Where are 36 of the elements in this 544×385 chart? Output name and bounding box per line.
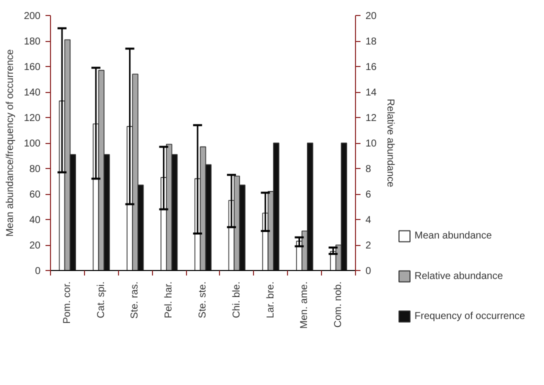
x-tick-label: Men. ame. bbox=[299, 281, 310, 329]
y-axis-title: Mean abundance/frequency of occurrence bbox=[4, 48, 16, 237]
y-tick-label: 20 bbox=[29, 240, 41, 252]
y-tick-label: 40 bbox=[29, 215, 41, 226]
x-tick-label: Com. nob. bbox=[333, 281, 344, 328]
x-tick-label: Cat. spi. bbox=[96, 281, 107, 318]
y2-tick-label: 0 bbox=[366, 266, 372, 277]
x-tick-label: Ste. ste. bbox=[198, 281, 208, 318]
y2-axis-title: Relative abundance bbox=[384, 98, 396, 188]
x-tick-label: Ste. ras. bbox=[130, 281, 141, 319]
y-tick-label: 100 bbox=[24, 138, 41, 150]
y2-tick-label: 4 bbox=[366, 215, 372, 226]
y-tick-label: 80 bbox=[29, 164, 41, 175]
y-tick-label: 0 bbox=[34, 266, 41, 277]
y-tick-label: 60 bbox=[29, 190, 41, 200]
y2-tick-label: 14 bbox=[366, 88, 378, 98]
y-tick-label: 160 bbox=[24, 62, 41, 73]
x-tick-label: Pom. cor. bbox=[62, 281, 73, 324]
x-tick-label: Pel. har. bbox=[164, 281, 175, 318]
y2-tick-label: 18 bbox=[366, 36, 378, 48]
y2-tick-label: 10 bbox=[366, 138, 378, 150]
legend-label: Relative abundance bbox=[414, 270, 504, 282]
y2-tick-label: 2 bbox=[366, 240, 372, 252]
y2-tick-label: 12 bbox=[366, 113, 378, 124]
y-tick-label: 180 bbox=[24, 36, 41, 48]
y2-tick-label: 8 bbox=[366, 164, 372, 175]
y-tick-label: 200 bbox=[24, 11, 41, 22]
y2-tick-label: 16 bbox=[366, 62, 378, 73]
legend-label: Mean abundance bbox=[414, 230, 492, 242]
x-tick-label: Chi. ble. bbox=[231, 281, 242, 318]
y2-tick-label: 6 bbox=[366, 190, 372, 200]
y2-tick-label: 20 bbox=[366, 11, 378, 22]
x-tick-label: Lar. bre. bbox=[265, 281, 276, 318]
y-tick-label: 140 bbox=[24, 88, 41, 98]
y-tick-label: 120 bbox=[24, 113, 41, 124]
legend-label: Frequency of occurrence bbox=[414, 310, 526, 322]
